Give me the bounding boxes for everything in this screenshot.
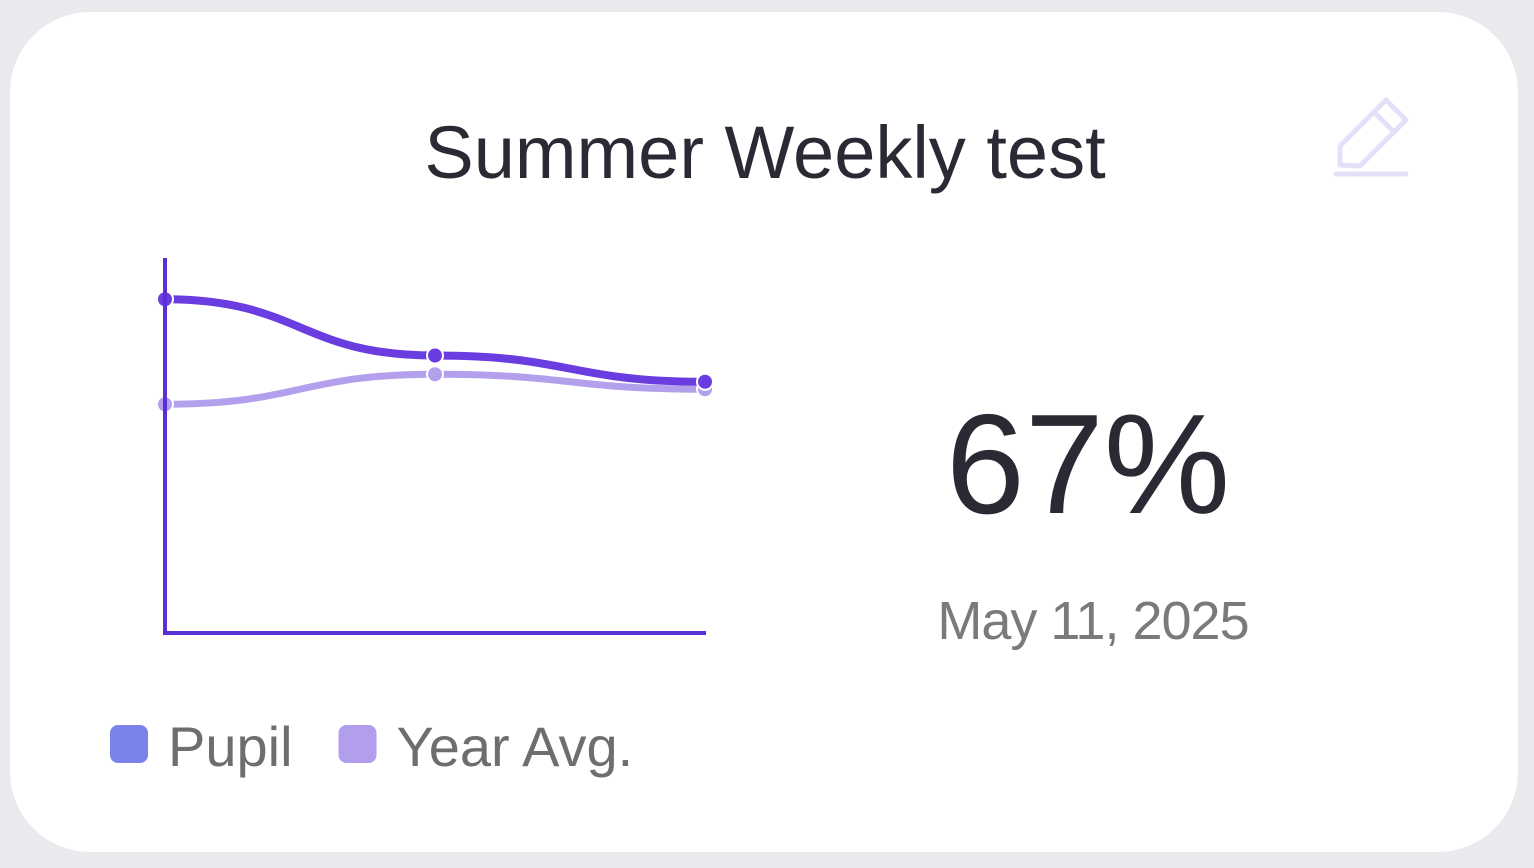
card	[10, 12, 1518, 852]
legend-swatch	[338, 725, 377, 763]
legend: Pupil Year Avg.	[110, 715, 633, 778]
legend-label: Year Avg.	[397, 715, 634, 778]
score: 67%	[946, 385, 1230, 544]
data-point	[696, 372, 714, 391]
card-title: Summer Weekly test	[424, 111, 1106, 194]
legend-swatch	[110, 725, 148, 763]
date: May 11, 2025	[937, 591, 1248, 651]
edit-icon[interactable]	[1337, 97, 1409, 169]
edit-icon-line[interactable]	[1371, 109, 1397, 135]
data-point	[426, 346, 444, 365]
legend-label: Pupil	[168, 715, 293, 778]
data-point	[426, 365, 444, 384]
edit-button[interactable]	[1333, 97, 1409, 177]
